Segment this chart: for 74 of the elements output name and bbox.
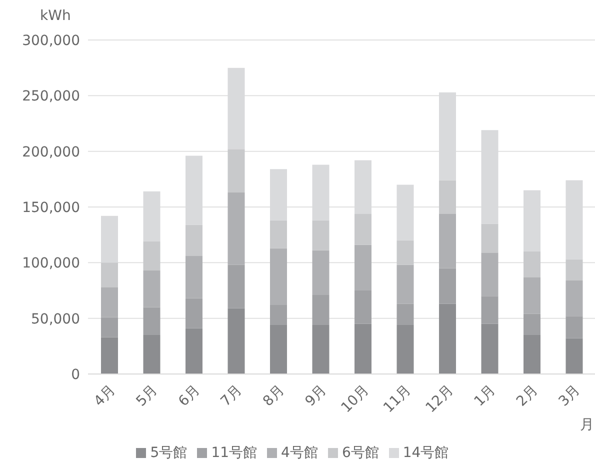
bar: [354, 324, 372, 374]
bar: [270, 248, 287, 305]
x-tick-label: 11月: [380, 382, 414, 416]
bar: [524, 252, 540, 278]
bar: [270, 220, 287, 248]
x-tick-label: 8月: [260, 382, 288, 410]
bar: [312, 294, 330, 326]
legend-label: 11号館: [211, 445, 258, 461]
bar: [354, 214, 372, 245]
bar: [101, 317, 118, 338]
bar: [228, 149, 245, 193]
x-tick-label: 7月: [218, 382, 246, 410]
bar: [354, 244, 372, 290]
bar: [270, 325, 287, 374]
bar: [312, 325, 330, 374]
bar: [481, 252, 498, 296]
x-tick-label: 12月: [422, 382, 457, 416]
bar: [312, 220, 330, 250]
bar: [481, 296, 498, 324]
bar: [481, 324, 498, 374]
x-tick-label: 6月: [176, 382, 204, 410]
y-tick-label: 300,000: [22, 32, 80, 49]
x-tick-label: 2月: [514, 382, 542, 410]
bar: [186, 328, 202, 374]
bar: [524, 277, 540, 314]
x-axis-title: 月: [580, 416, 594, 434]
bar: [228, 264, 245, 308]
legend-label: 6号館: [342, 445, 379, 461]
bar: [481, 224, 498, 253]
bar: [143, 270, 160, 308]
x-tick-label: 4月: [91, 382, 119, 410]
y-tick-label: 250,000: [22, 88, 80, 105]
y-tick-label: 100,000: [22, 256, 80, 272]
y-tick-label: 200,000: [22, 144, 80, 160]
x-tick-label: 5月: [133, 382, 161, 410]
y-axis-title: kWh: [40, 8, 71, 24]
bar: [228, 308, 245, 374]
bar: [186, 224, 202, 256]
bar: [101, 337, 118, 374]
bar: [439, 304, 456, 374]
bar: [439, 214, 456, 268]
bar: [439, 268, 456, 304]
bar: [566, 316, 583, 338]
legend-label: 5号館: [150, 445, 188, 461]
x-tick-label: 9月: [302, 382, 330, 410]
bar: [270, 304, 287, 326]
bar: [396, 240, 414, 265]
bar: [396, 304, 414, 326]
y-tick-label: 50,000: [31, 311, 80, 328]
bar: [312, 250, 330, 295]
bar: [143, 307, 160, 336]
bar: [101, 262, 118, 288]
bar: [566, 280, 583, 316]
bar: [524, 314, 540, 336]
bar: [186, 298, 202, 328]
bar: [439, 180, 456, 214]
legend-label: 4号館: [281, 445, 318, 461]
bar: [101, 287, 118, 318]
y-tick-label: 150,000: [22, 200, 80, 216]
bar: [566, 338, 583, 374]
bar: [186, 256, 202, 298]
bar: [524, 335, 540, 374]
bar: [228, 192, 245, 265]
y-tick-label: 0: [71, 366, 80, 383]
x-tick-label: 1月: [471, 382, 499, 410]
bar: [143, 242, 160, 270]
bar: [396, 264, 414, 304]
x-tick-label: 10月: [338, 382, 372, 416]
bar: [143, 335, 160, 374]
bar: [396, 325, 414, 374]
bar: [354, 290, 372, 324]
bar: [566, 259, 583, 280]
legend-label: 14号館: [402, 445, 449, 461]
x-tick-label: 3月: [556, 382, 584, 410]
